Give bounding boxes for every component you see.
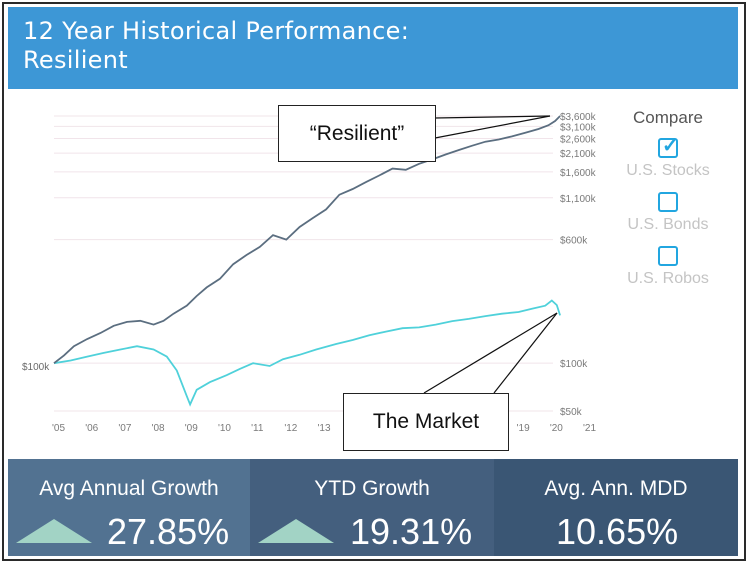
left-axis-label: $100k xyxy=(22,362,50,373)
compare-option-label: U.S. Stocks xyxy=(626,162,710,179)
checkbox-us-bonds[interactable] xyxy=(658,192,678,212)
stats-bar: Avg Annual Growth 27.85% YTD Growth 19.3… xyxy=(8,459,738,556)
title-line-1: 12 Year Historical Performance: xyxy=(23,17,410,45)
x-tick-label: '08 xyxy=(152,423,165,434)
resilient-series-line xyxy=(53,115,561,364)
stat-label: YTD Growth xyxy=(314,477,430,500)
compare-option-label: U.S. Robos xyxy=(627,270,709,287)
page-title: 12 Year Historical Performance: Resilien… xyxy=(23,17,409,75)
compare-panel: Compare ✓ U.S. Stocks U.S. Bonds U.S. Ro… xyxy=(612,108,724,300)
y-tick-label: $1,600k xyxy=(560,168,597,179)
header: 12 Year Historical Performance: Resilien… xyxy=(8,7,738,89)
up-arrow-icon xyxy=(258,519,334,543)
stat-label: Avg Annual Growth xyxy=(39,477,219,500)
y-tick-label: $2,600k xyxy=(560,134,597,145)
stat-ytd-growth: YTD Growth 19.31% xyxy=(250,459,494,556)
x-tick-label: '12 xyxy=(284,423,297,434)
x-axis-ticks: '05'06'07'08'09'10'11'12'13'14'15'16'17'… xyxy=(52,423,596,434)
checkbox-us-stocks[interactable]: ✓ xyxy=(658,135,679,158)
x-tick-label: '19 xyxy=(517,423,530,434)
compare-option-us-stocks[interactable]: ✓ U.S. Stocks xyxy=(612,135,724,180)
compare-option-label: U.S. Bonds xyxy=(627,216,709,233)
resilient-callout: “Resilient” xyxy=(278,105,436,162)
x-tick-label: '10 xyxy=(218,423,231,434)
resilient-callout-pointer-a xyxy=(434,115,551,119)
x-tick-label: '05 xyxy=(52,423,65,434)
market-series-line xyxy=(53,299,561,407)
compare-option-us-robos[interactable]: U.S. Robos xyxy=(612,246,724,288)
x-tick-label: '20 xyxy=(550,423,563,434)
stat-avg-annual-growth: Avg Annual Growth 27.85% xyxy=(8,459,250,556)
up-arrow-icon xyxy=(16,519,92,543)
y-tick-label: $2,100k xyxy=(560,149,597,160)
y-axis-ticks: $3,600k$3,100k$2,600k $2,100k $1,600k $1,10… xyxy=(560,112,597,418)
stat-value: 19.31% xyxy=(350,511,473,552)
resilient-callout-pointer-b xyxy=(434,115,551,139)
stat-avg-ann-mdd: Avg. Ann. MDD 10.65% xyxy=(494,459,738,556)
y-tick-label: $600k xyxy=(560,236,588,247)
title-line-2: Resilient xyxy=(23,46,128,74)
y-tick-label: $3,100k xyxy=(560,122,597,133)
y-tick-label: $100k xyxy=(560,359,588,370)
x-tick-label: '09 xyxy=(185,423,198,434)
x-tick-label: '07 xyxy=(118,423,131,434)
market-callout: The Market xyxy=(343,393,509,451)
market-callout-pointer-b xyxy=(493,312,558,394)
stat-value: 10.65% xyxy=(556,511,679,552)
x-tick-label: '11 xyxy=(251,423,264,434)
market-callout-pointer-a xyxy=(423,312,558,394)
y-tick-label: $1,100k xyxy=(560,194,597,205)
x-tick-label: '06 xyxy=(85,423,98,434)
checkbox-us-robos[interactable] xyxy=(658,246,678,266)
compare-option-us-bonds[interactable]: U.S. Bonds xyxy=(612,192,724,234)
y-tick-label: $50k xyxy=(560,407,583,418)
stat-label: Avg. Ann. MDD xyxy=(544,477,688,500)
compare-title: Compare xyxy=(633,108,703,127)
x-tick-label: '13 xyxy=(318,423,331,434)
y-tick-label: $3,600k xyxy=(560,112,597,123)
x-tick-label: '21 xyxy=(583,423,596,434)
checkmark-icon: ✓ xyxy=(662,135,679,157)
stat-value: 27.85% xyxy=(107,511,230,552)
